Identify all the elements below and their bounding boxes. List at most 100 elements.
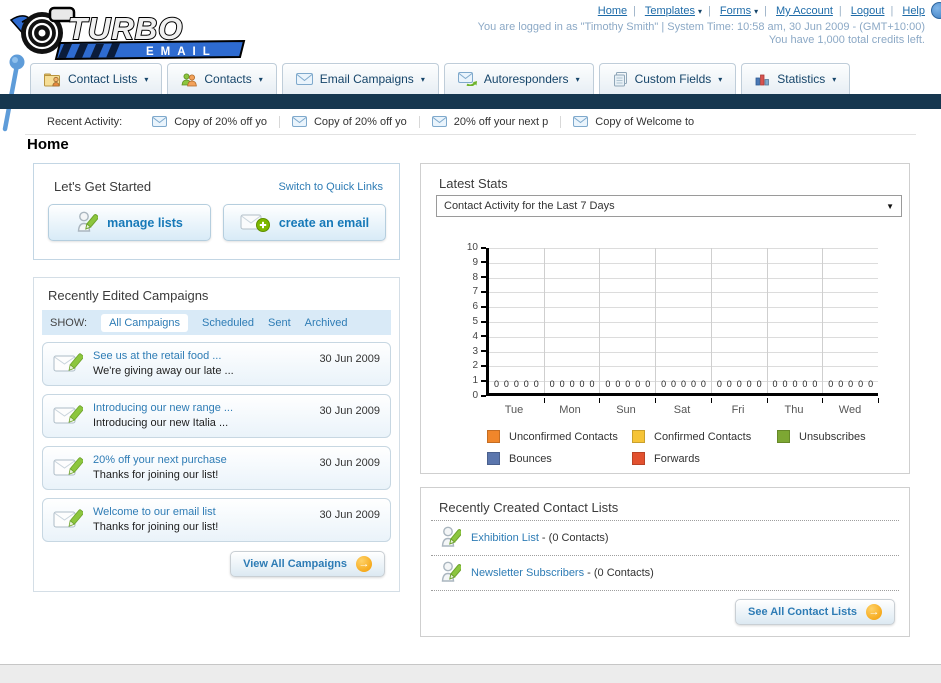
- y-axis-label: 2: [472, 360, 486, 371]
- gridline: [489, 262, 878, 264]
- pages-icon: [613, 71, 627, 86]
- see-all-contact-lists-label: See All Contact Lists: [747, 606, 857, 618]
- campaign-row[interactable]: See us at the retail food ... We're givi…: [42, 342, 391, 386]
- envelope-arrow-icon: [457, 72, 477, 86]
- recent-activity-text: Copy of 20% off yo: [174, 115, 267, 128]
- top-link-logout[interactable]: Logout: [850, 5, 885, 17]
- separator-text: -: [584, 567, 594, 579]
- tab-email-campaigns[interactable]: Email Campaigns ▾: [281, 63, 439, 94]
- campaign-subtitle: Thanks for joining our list!: [93, 521, 219, 533]
- contact-list-link[interactable]: Newsletter Subscribers: [471, 567, 585, 579]
- tab-label: Contacts: [204, 72, 252, 86]
- folder-user-icon: [44, 73, 60, 86]
- tab-statistics[interactable]: Statistics ▾: [741, 63, 851, 94]
- stats-period-value: Contact Activity for the Last 7 Days: [444, 200, 615, 212]
- envelope-pencil-icon: [53, 353, 83, 372]
- value-label: 0: [868, 379, 874, 389]
- value-label: 0: [772, 379, 778, 389]
- tab-label: Statistics: [777, 72, 826, 86]
- latest-stats-title: Latest Stats: [439, 176, 508, 191]
- campaign-row[interactable]: Introducing our new range ... Introducin…: [42, 394, 391, 438]
- top-link-help[interactable]: Help: [902, 5, 925, 17]
- campaign-title-link[interactable]: 20% off your next purchase: [93, 454, 227, 466]
- turbo-email-logo[interactable]: TURBO EMAIL: [8, 4, 248, 62]
- campaign-title-link[interactable]: See us at the retail food ...: [93, 350, 222, 362]
- value-label: 0: [828, 379, 834, 389]
- person-pencil-icon: [441, 526, 461, 547]
- recent-campaigns-panel: Recently Edited Campaigns SHOW: All Camp…: [33, 277, 400, 592]
- legend-label: Confirmed Contacts: [654, 430, 752, 443]
- recent-activity-item[interactable]: Copy of 20% off yo: [280, 115, 420, 128]
- x-axis-label: Tue: [504, 404, 524, 416]
- switch-to-quick-links[interactable]: Switch to Quick Links: [278, 181, 383, 193]
- create-email-button[interactable]: create an email: [223, 204, 386, 241]
- top-link-home[interactable]: Home: [597, 5, 628, 17]
- chart-legend: Unconfirmed Contacts Confirmed Contacts Un…: [487, 428, 927, 472]
- legend-swatch: [632, 452, 645, 465]
- help-bubble-icon[interactable]: [931, 2, 941, 19]
- recent-activity-item[interactable]: Copy of Welcome to: [561, 116, 706, 128]
- contact-list-link[interactable]: Exhibition List: [471, 532, 539, 544]
- envelope-icon: [152, 116, 168, 127]
- filter-archived[interactable]: Archived: [304, 316, 348, 329]
- top-link-my-account[interactable]: My Account: [776, 5, 833, 17]
- campaign-title-link[interactable]: Welcome to our email list: [93, 506, 216, 518]
- value-label: 0: [513, 379, 519, 389]
- contact-list-row[interactable]: Newsletter Subscribers - (0 Contacts): [421, 556, 909, 590]
- tab-contacts[interactable]: Contacts ▾: [167, 63, 277, 94]
- stats-period-select[interactable]: Contact Activity for the Last 7 Days ▼: [436, 195, 902, 217]
- legend-item: Confirmed Contacts: [632, 428, 777, 445]
- tab-label: Autoresponders: [483, 72, 569, 86]
- campaign-row[interactable]: 20% off your next purchase Thanks for jo…: [42, 446, 391, 490]
- divider: [431, 520, 899, 521]
- chevron-down-icon: ▾: [754, 7, 759, 16]
- y-axis-label: 10: [467, 242, 486, 253]
- value-label: 0: [559, 379, 565, 389]
- recent-activity-text: 20% off your next p: [453, 115, 549, 128]
- top-link-forms[interactable]: Forms: [719, 5, 752, 17]
- campaign-title-link[interactable]: Introducing our new range ...: [93, 402, 234, 414]
- users-icon: [181, 73, 198, 86]
- view-all-campaigns-label: View All Campaigns: [243, 558, 347, 570]
- see-all-contact-lists-button[interactable]: See All Contact Lists →: [734, 599, 895, 625]
- gridline: [489, 307, 878, 309]
- manage-lists-button[interactable]: manage lists: [48, 204, 211, 241]
- contact-list-row[interactable]: Exhibition List - (0 Contacts): [421, 521, 909, 555]
- top-link-templates[interactable]: Templates: [644, 5, 695, 17]
- filter-sent[interactable]: Sent: [268, 316, 291, 329]
- tab-contact-lists[interactable]: Contact Lists ▾: [30, 63, 163, 94]
- recent-activity-item[interactable]: 20% off your next p: [420, 115, 562, 128]
- logo-subtitle-text: EMAIL: [146, 46, 217, 58]
- campaign-date: 30 Jun 2009: [319, 405, 380, 417]
- x-axis-labels: Tue Mon Sun Sat Fri Thu Wed: [486, 404, 878, 416]
- campaign-row[interactable]: Welcome to our email list Thanks for joi…: [42, 498, 391, 542]
- page-title: Home: [27, 136, 69, 153]
- value-label: 0: [503, 379, 509, 389]
- value-label: 0: [746, 379, 752, 389]
- view-all-campaigns-button[interactable]: View All Campaigns →: [230, 551, 385, 577]
- campaign-subtitle: Thanks for joining our list!: [93, 469, 219, 481]
- y-axis-label: 6: [472, 301, 486, 312]
- value-label: 0: [792, 379, 798, 389]
- recent-activity-item[interactable]: Copy of 20% off yo: [140, 115, 280, 128]
- legend-label: Unconfirmed Contacts: [509, 430, 618, 443]
- chevron-down-icon: ▾: [258, 74, 263, 84]
- value-label: 0: [589, 379, 595, 389]
- value-label: 0: [523, 379, 529, 389]
- filter-scheduled[interactable]: Scheduled: [202, 316, 254, 329]
- tab-autoresponders[interactable]: Autoresponders ▾: [443, 63, 594, 94]
- x-axis-label: Wed: [838, 404, 862, 416]
- value-label: 0: [782, 379, 788, 389]
- filter-all-campaigns[interactable]: All Campaigns: [101, 313, 188, 332]
- legend-label: Forwards: [654, 452, 700, 465]
- x-axis-label: Thu: [784, 404, 804, 416]
- legend-swatch: [487, 452, 500, 465]
- arrow-right-icon: →: [356, 556, 372, 572]
- value-label: 0: [690, 379, 696, 389]
- envelope-plus-icon: [240, 214, 270, 232]
- tab-custom-fields[interactable]: Custom Fields ▾: [598, 63, 737, 94]
